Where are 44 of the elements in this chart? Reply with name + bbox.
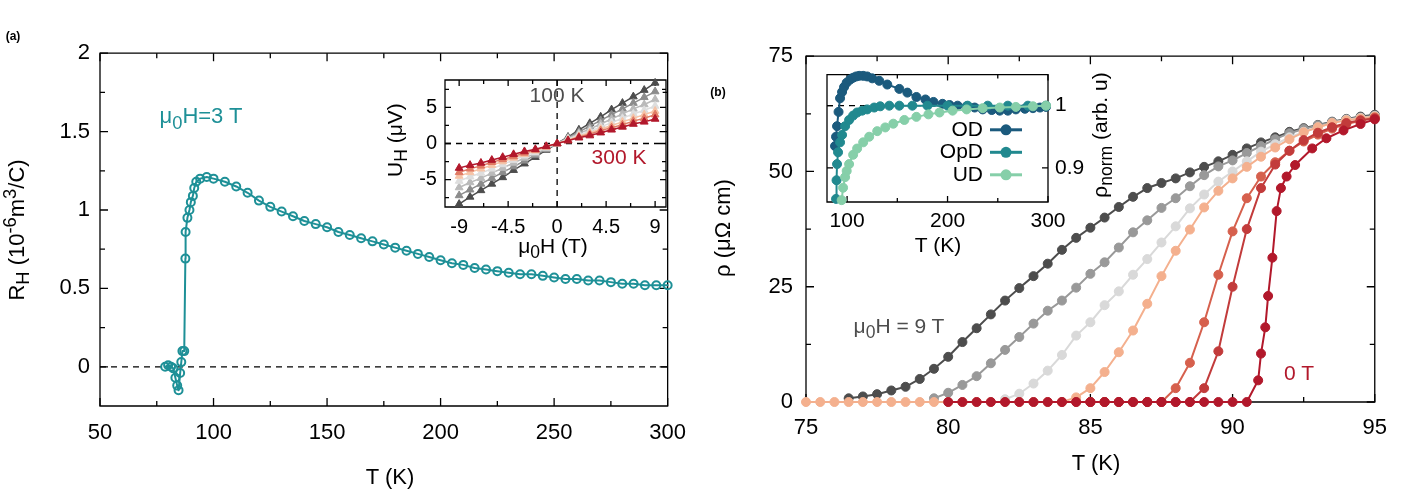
legend-label: UD [952, 161, 983, 185]
y-tick-label: 0.9 [1055, 154, 1085, 178]
x-tick-label: 90 [1220, 414, 1245, 440]
y-tick-label: 0.5 [59, 274, 90, 300]
y-tick-label: 5 [425, 94, 437, 117]
y-axis-title: ρ (μΩ cm) [710, 179, 736, 277]
x-tick-label: 200 [930, 208, 966, 232]
y-tick-label: 2 [77, 39, 90, 65]
legend-label: OD [951, 116, 983, 140]
x-tick-label: 100 [195, 419, 232, 445]
x-tick-label: 300 [1030, 208, 1066, 232]
x-tick-label: 80 [935, 414, 961, 440]
series-label: 100 K [529, 82, 585, 108]
x-tick-label: 150 [308, 419, 346, 445]
y-tick-label: 75 [768, 42, 793, 68]
x-tick-label: 95 [1362, 414, 1388, 440]
y-tick-label: 1.5 [59, 117, 90, 143]
text: (b) [710, 85, 726, 100]
x-tick-label: 200 [422, 419, 459, 445]
text: μ$_{0}$H=3 T [159, 103, 243, 133]
series-label: 0 T [1284, 360, 1314, 386]
x-tick-label: 4.5 [592, 214, 621, 237]
y-tick-label: 50 [768, 157, 793, 183]
y-tick-label: 0 [425, 131, 437, 154]
x-tick-label: 75 [793, 414, 819, 440]
x-axis-title: T (K) [914, 232, 962, 258]
x-tick-label: 9 [649, 214, 661, 237]
y-tick-label: -5 [419, 167, 437, 190]
x-tick-label: 85 [1078, 414, 1103, 440]
x-tick-label: 100 [829, 208, 865, 232]
legend-label: OpD [939, 139, 983, 163]
y-tick-label: 0 [780, 388, 793, 414]
y-tick-label: 1 [77, 196, 90, 222]
x-axis-title: T (K) [365, 464, 415, 490]
x-tick-label: 250 [535, 419, 573, 445]
series-label: μ$_{0}$H = 9 T [853, 313, 945, 343]
x-tick-label: 300 [649, 419, 687, 445]
chart-title: (a) [5, 29, 21, 44]
x-tick-label: -9 [450, 214, 469, 237]
series-label: 300 K [591, 144, 647, 170]
y-tick-label: 1 [1055, 92, 1067, 116]
y-tick-label: 0 [77, 352, 90, 378]
y-tick-label: 25 [768, 272, 793, 298]
x-axis-title: T (K) [1071, 450, 1121, 476]
